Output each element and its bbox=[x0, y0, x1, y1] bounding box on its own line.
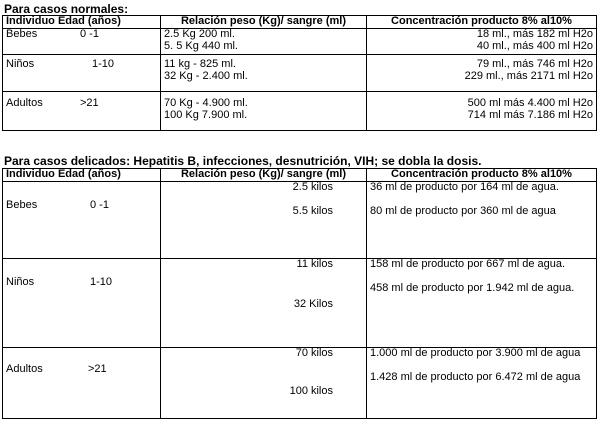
relacion-line: 100 Kg 7.900 ml. bbox=[164, 108, 248, 121]
concentracion-cell: 500 ml más 4.400 ml H2o 714 ml más 7.186… bbox=[366, 91, 597, 131]
concentracion-text: 1.000 ml de producto por 3.900 ml de agu… bbox=[370, 347, 581, 359]
peso-line: 5.5 kilos bbox=[292, 204, 333, 217]
table-row: Bebes 0 -1 2.5 Kg 200 ml. 5. 5 Kg 440 ml.… bbox=[2, 28, 597, 55]
individuo-cell: Niños 1-10 bbox=[2, 258, 161, 348]
individuo-name: Adultos bbox=[6, 363, 43, 375]
concentracion-line: 229 ml., más 2171 ml H2o bbox=[464, 69, 593, 82]
peso-cell: 2.5 kilos 5.5 kilos bbox=[160, 181, 367, 259]
relacion-cell: 70 Kg - 4.900 ml. 100 Kg 7.900 ml. bbox=[160, 91, 367, 131]
individuo-cell: Bebes 0 -1 bbox=[2, 28, 161, 55]
peso-line: 2.5 kilos bbox=[292, 181, 333, 193]
concentracion-line: 18 ml., más 182 ml H2o bbox=[476, 28, 593, 40]
edad-value: 0 -1 bbox=[90, 199, 109, 211]
individuo-name: Niños bbox=[6, 58, 35, 70]
individuo-name: Niños bbox=[6, 276, 35, 288]
individuo-cell: Adultos >21 bbox=[2, 91, 161, 131]
table-row: Adultos >21 70 Kg - 4.900 ml. 100 Kg 7.90… bbox=[2, 91, 597, 131]
relacion-cell: 2.5 Kg 200 ml. 5. 5 Kg 440 ml. bbox=[160, 28, 367, 55]
individuo-name: Adultos bbox=[6, 97, 43, 109]
edad-value: 1-10 bbox=[90, 276, 113, 288]
peso-line: 100 kilos bbox=[289, 384, 333, 397]
relacion-cell: 11 kg - 825 ml. 32 Kg - 2.400 ml. bbox=[160, 54, 367, 92]
table-row: Adultos >21 70 kilos 100 kilos 1.000 ml d… bbox=[2, 347, 597, 419]
individuo-name: Bebes bbox=[6, 199, 38, 211]
table-header-row: Individuo Edad (años) Relación peso (Kg)… bbox=[2, 168, 597, 182]
relacion-line: 11 kg - 825 ml. bbox=[164, 58, 236, 70]
header-concentracion: Concentración producto 8% al10% bbox=[366, 15, 597, 29]
table-row: Bebes 0 -1 2.5 kilos 5.5 kilos 36 ml de p… bbox=[2, 181, 597, 259]
relacion-line: 2.5 Kg 200 ml. bbox=[164, 28, 235, 40]
peso-line: 70 kilos bbox=[295, 347, 333, 359]
concentracion-cell: 18 ml., más 182 ml H2o 40 ml., más 400 m… bbox=[366, 28, 597, 55]
concentracion-cell: 79 ml., más 746 ml H2o 229 ml., más 2171… bbox=[366, 54, 597, 92]
individuo-cell: Bebes 0 -1 bbox=[2, 181, 161, 259]
individuo-cell: Adultos >21 bbox=[2, 347, 161, 419]
header-individuo-edad: Individuo Edad (años) bbox=[2, 15, 161, 29]
table-row: Niños 1-10 11 kilos 32 Kilos 158 ml de pr… bbox=[2, 258, 597, 348]
concentracion-text: 158 ml de producto por 667 ml de agua. bbox=[370, 258, 566, 270]
table-row: Niños 1-10 11 kg - 825 ml. 32 Kg - 2.400 … bbox=[2, 54, 597, 92]
concentracion-line: 79 ml., más 746 ml H2o bbox=[476, 58, 593, 70]
concentracion-line: 40 ml., más 400 ml H2o bbox=[476, 39, 593, 52]
header-individuo-edad: Individuo Edad (años) bbox=[2, 168, 161, 182]
concentracion-text: 458 ml de producto por 1.942 ml de agua. bbox=[370, 281, 575, 294]
edad-value: 1-10 bbox=[92, 58, 115, 70]
peso-cell: 70 kilos 100 kilos bbox=[160, 347, 367, 419]
individuo-cell: Niños 1-10 bbox=[2, 54, 161, 92]
concentracion-text: 80 ml de producto por 360 ml de agua bbox=[370, 204, 556, 217]
concentracion-cell: 1.000 ml de producto por 3.900 ml de agu… bbox=[366, 347, 597, 419]
edad-value: 0 -1 bbox=[80, 28, 99, 40]
table-header-row: Individuo Edad (años) Relación peso (Kg)… bbox=[2, 15, 597, 29]
peso-line: 11 kilos bbox=[296, 258, 333, 270]
relacion-line: 70 Kg - 4.900 ml. bbox=[164, 97, 248, 109]
peso-cell: 11 kilos 32 Kilos bbox=[160, 258, 367, 348]
concentracion-text: 1.428 ml de producto por 6.472 ml de agu… bbox=[370, 370, 581, 383]
peso-line: 32 Kilos bbox=[293, 297, 333, 310]
relacion-line: 5. 5 Kg 440 ml. bbox=[164, 39, 238, 52]
edad-value: >21 bbox=[80, 97, 99, 109]
individuo-name: Bebes bbox=[6, 28, 38, 40]
relacion-line: 32 Kg - 2.400 ml. bbox=[164, 69, 248, 82]
edad-value: >21 bbox=[88, 363, 107, 375]
concentracion-line: 714 ml más 7.186 ml H2o bbox=[467, 108, 593, 121]
concentracion-line: 500 ml más 4.400 ml H2o bbox=[467, 97, 593, 109]
delicate-cases-table: Individuo Edad (años) Relación peso (Kg)… bbox=[2, 168, 597, 419]
concentracion-cell: 36 ml de producto por 164 ml de agua. 80… bbox=[366, 181, 597, 259]
normal-cases-title: Para casos normales: bbox=[4, 2, 129, 16]
concentracion-text: 36 ml de producto por 164 ml de agua. bbox=[370, 181, 559, 193]
normal-cases-table: Individuo Edad (años) Relación peso (Kg)… bbox=[2, 15, 597, 131]
delicate-cases-title: Para casos delicados: Hepatitis B, infec… bbox=[4, 154, 482, 168]
concentracion-cell: 158 ml de producto por 667 ml de agua. 4… bbox=[366, 258, 597, 348]
header-concentracion: Concentración producto 8% al10% bbox=[366, 168, 597, 182]
header-relacion: Relación peso (Kg)/ sangre (ml) bbox=[160, 15, 367, 29]
header-relacion: Relación peso (Kg)/ sangre (ml) bbox=[160, 168, 367, 182]
